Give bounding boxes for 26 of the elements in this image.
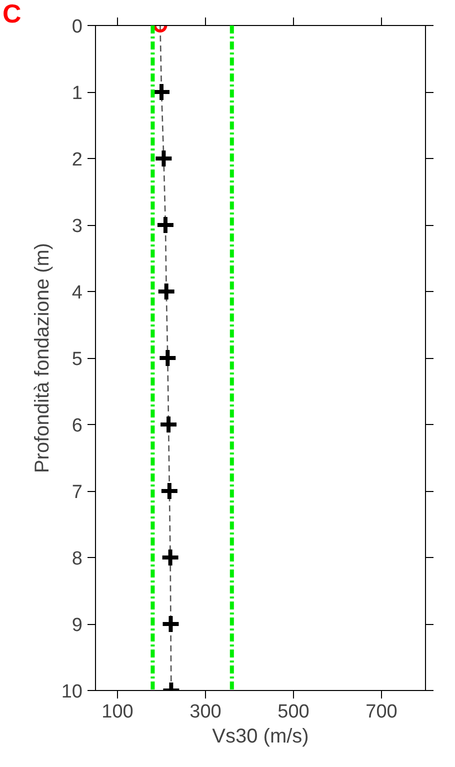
x-tick-label: 300 bbox=[190, 702, 222, 722]
point bbox=[159, 481, 180, 501]
y-tick-label: 3 bbox=[72, 216, 83, 237]
x-axis-title: Vs30 (m/s) bbox=[212, 726, 309, 748]
point bbox=[155, 215, 176, 235]
y-tick-label: 1 bbox=[72, 83, 83, 104]
x-tick-label: 700 bbox=[366, 702, 398, 722]
text: C bbox=[2, 0, 22, 28]
x-tick-label: 100 bbox=[102, 702, 134, 722]
y-tick-label: 0 bbox=[72, 16, 83, 38]
point bbox=[160, 548, 180, 568]
point bbox=[160, 614, 181, 634]
x-tick-label: 500 bbox=[278, 702, 310, 722]
y-tick-label: 10 bbox=[61, 682, 83, 702]
y-tick-label: 9 bbox=[72, 615, 83, 636]
point bbox=[156, 282, 176, 302]
point bbox=[158, 414, 179, 434]
y-axis-title: Profondità fondazione (m) bbox=[31, 242, 54, 474]
y-tick-label: 7 bbox=[72, 482, 83, 503]
y-tick-label: 8 bbox=[72, 548, 83, 570]
point bbox=[154, 148, 174, 168]
y-tick-label: 6 bbox=[72, 416, 83, 436]
y-tick-label: 5 bbox=[72, 349, 83, 370]
point bbox=[158, 348, 178, 368]
y-tick-label: 4 bbox=[72, 282, 83, 304]
y-tick-label: 2 bbox=[72, 150, 83, 170]
